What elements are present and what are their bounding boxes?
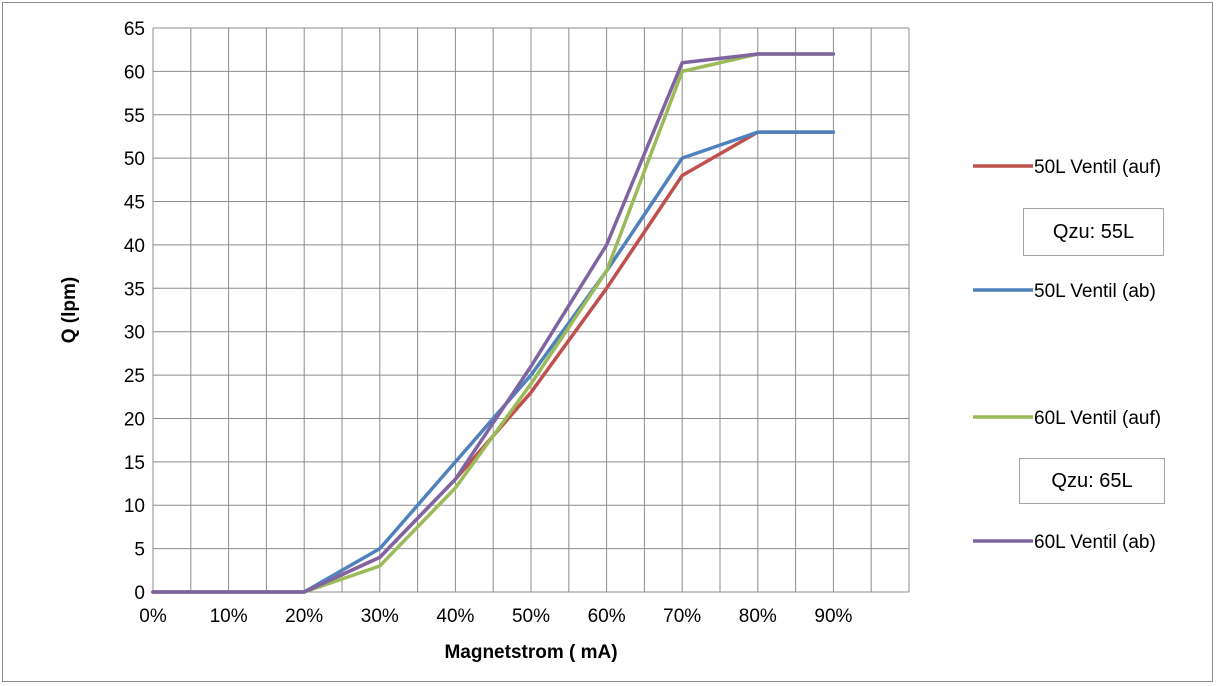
y-tick-label: 55 [124,106,145,127]
y-tick-label: 45 [124,193,145,214]
x-tick-label: 60% [588,606,626,627]
annotation-qzu-65l: Qzu: 65L [1019,458,1165,504]
y-tick-labels: 0 5 10 15 20 25 30 35 40 45 50 55 60 65 [124,19,145,604]
legend: 50L Ventil (auf) 50L Ventil (ab) 60L Venti… [973,157,1161,553]
x-axis-title: Magnetstrom ( mA) [444,642,617,663]
chart-svg: 0 5 10 15 20 25 30 35 40 45 50 55 60 65 0% 10% 20% 30% 40… [59,19,1161,663]
legend-label-3: 60L Ventil (auf) [1034,408,1161,429]
series-line-4 [151,52,836,594]
y-tick-label: 5 [134,540,145,561]
y-tick-label: 65 [124,19,145,40]
y-tick-label: 35 [124,279,145,300]
x-tick-label: 80% [739,606,777,627]
grid-layer [152,27,910,593]
y-tick-label: 60 [124,62,145,83]
y-axis-title: Q (lpm) [59,277,80,344]
x-tick-label: 40% [436,606,474,627]
x-tick-label: 0% [139,606,167,627]
x-tick-label: 20% [285,606,323,627]
y-tick-label: 30 [124,323,145,344]
x-tick-label: 50% [512,606,550,627]
x-tick-label: 30% [361,606,399,627]
legend-label-2: 50L Ventil (ab) [1034,281,1156,302]
y-tick-label: 20 [124,409,145,430]
legend-label-1: 50L Ventil (auf) [1034,157,1161,178]
legend-label-4: 60L Ventil (ab) [1034,532,1156,553]
y-tick-label: 50 [124,149,145,170]
x-tick-labels: 0% 10% 20% 30% 40% 50% 60% 70% 80% 90% [139,606,852,627]
y-tick-label: 40 [124,236,145,257]
y-tick-label: 10 [124,496,145,517]
series-layer [151,52,836,594]
x-tick-label: 70% [663,606,701,627]
y-tick-label: 25 [124,366,145,387]
x-tick-label: 10% [210,606,248,627]
y-tick-label: 0 [134,583,145,604]
y-tick-label: 15 [124,453,145,474]
annotation-qzu-55l: Qzu: 55L [1023,208,1164,256]
x-tick-label: 90% [814,606,852,627]
